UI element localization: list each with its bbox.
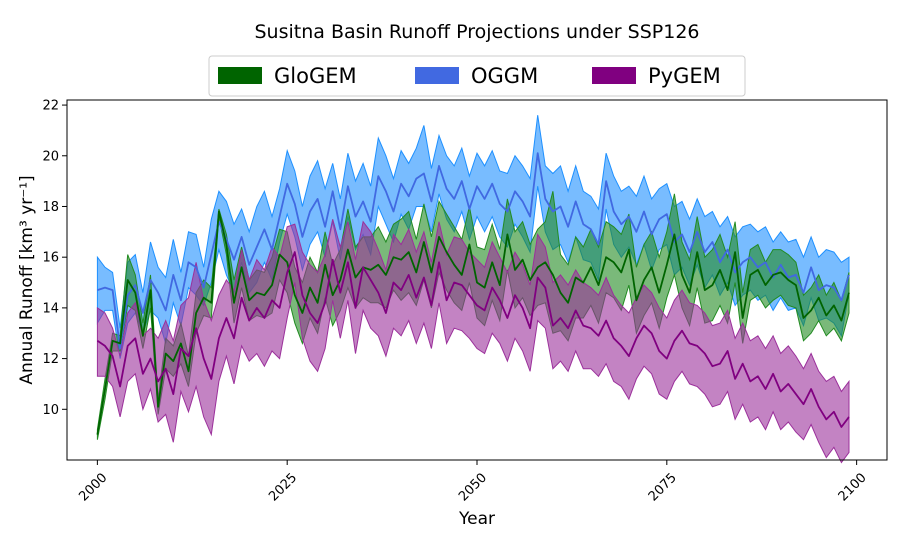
x-tick-label: 2025 — [266, 470, 300, 504]
y-tick-label: 18 — [42, 200, 59, 215]
x-tick-label: 2075 — [646, 470, 680, 504]
x-tick-label: 2000 — [76, 470, 110, 504]
x-tick-label: 2100 — [836, 470, 870, 504]
legend-items: GloGEM OGGM PyGEM — [218, 64, 721, 88]
series-mean-lines — [96, 152, 850, 435]
uncertainty-bands — [96, 115, 850, 464]
legend-box — [208, 55, 746, 97]
y-tick-label: 14 — [42, 301, 59, 316]
legend: GloGEM OGGM PyGEM — [208, 55, 746, 97]
x-tick-label: 2050 — [456, 470, 490, 504]
glogem-mean-line — [96, 210, 850, 435]
x-axis-ticks: 2000 2025 2050 2075 2100 — [76, 460, 870, 504]
chart-title: Susitna Basin Runoff Projections under S… — [255, 21, 700, 43]
oggm-legend-label: OGGM — [471, 64, 538, 88]
x-axis-label: Year — [458, 509, 495, 529]
pygem-legend-swatch — [592, 67, 636, 84]
y-tick-label: 12 — [42, 352, 59, 367]
y-axis-label: Annual Runoff [km³ yr⁻¹] — [17, 175, 37, 384]
y-tick-label: 22 — [42, 99, 59, 114]
glogem-legend-swatch — [218, 67, 262, 84]
y-tick-label: 20 — [42, 149, 59, 164]
y-tick-label: 16 — [42, 251, 59, 266]
pygem-legend-label: PyGEM — [648, 64, 721, 88]
glogem-legend-label: GloGEM — [274, 64, 357, 88]
oggm-legend-swatch — [415, 67, 459, 84]
y-axis-ticks: 10 12 14 16 18 20 22 — [42, 99, 67, 418]
y-tick-label: 10 — [42, 403, 59, 418]
pygem-mean-line — [96, 251, 850, 428]
